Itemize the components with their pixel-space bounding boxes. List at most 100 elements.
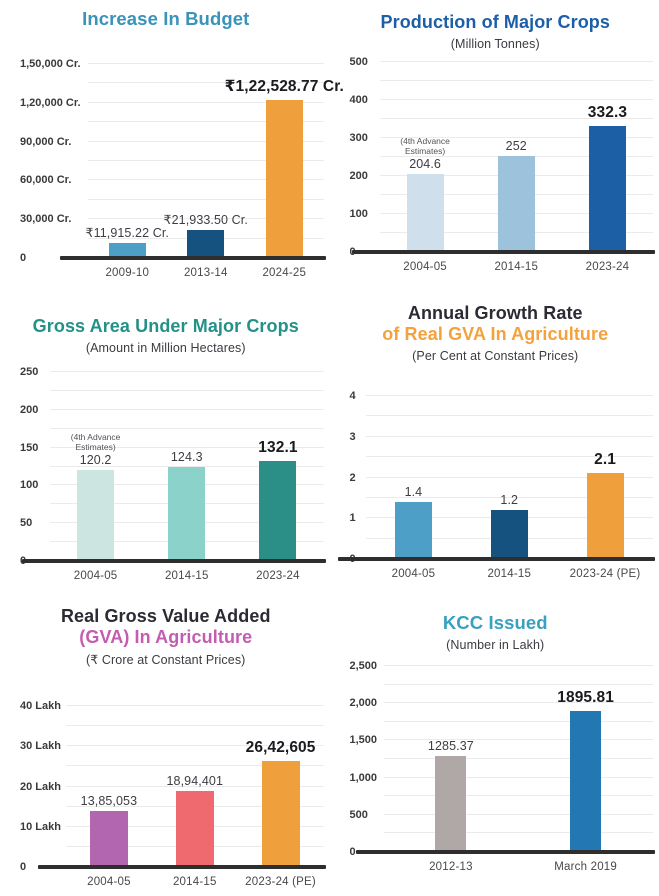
y-tick-label: 1,500 bbox=[349, 734, 378, 747]
chart-subtitle: (₹ Crore at Constant Prices) bbox=[86, 653, 246, 668]
chart-head: Real Gross Value Added (GVA) In Agricultu… bbox=[8, 596, 324, 706]
chart-title-line: KCC Issued bbox=[442, 612, 548, 633]
bars: 1.4 1.2 2.1 bbox=[366, 396, 654, 559]
y-tick-label: 60,000 Cr. bbox=[20, 174, 72, 187]
x-axis-line bbox=[337, 557, 655, 561]
y-tick-label: 0 bbox=[20, 252, 27, 264]
y-tick-label: 10 Lakh bbox=[20, 820, 61, 833]
gridline bbox=[66, 765, 324, 767]
bar bbox=[394, 501, 432, 559]
bar-group: 332.3 bbox=[562, 62, 653, 252]
gridline bbox=[383, 776, 653, 778]
bars: ₹11,915.22 Cr. ₹21,933.50 Cr. ₹1,22,528.77… bbox=[85, 64, 344, 258]
bar-value-label: 120.2 bbox=[79, 453, 112, 468]
gridline bbox=[383, 665, 653, 666]
bar-group: ₹21,933.50 Cr. bbox=[164, 64, 248, 258]
estimate-note: (4th Advance Estimates) bbox=[71, 432, 121, 452]
bar bbox=[175, 790, 214, 867]
y-tick-label: 40 Lakh bbox=[20, 700, 61, 712]
chart-gross-area-under-major-crops: Gross Area Under Major Crops (Amount in M… bbox=[0, 300, 330, 596]
bars: (4th Advance Estimates) 120.2 124.3 132.1 bbox=[50, 372, 324, 561]
gridline bbox=[50, 446, 324, 448]
x-tick-label: 2014-15 bbox=[487, 568, 532, 580]
y-tick-label: 50 bbox=[20, 517, 33, 530]
plot-area: 2,500 2,000 1,500 1,000 500 0 1285.37 1895.81 20… bbox=[338, 660, 655, 873]
x-tick-label: 2023-24 (PE) bbox=[245, 876, 316, 888]
y-tick-label: 90,000 Cr. bbox=[20, 135, 72, 148]
bar bbox=[259, 461, 297, 561]
plot-area: 5004003002001000(4th AdvanceEstimates)20… bbox=[338, 56, 655, 273]
y-tick-label: 4 bbox=[349, 390, 356, 402]
bar bbox=[168, 467, 206, 561]
bar-value-label: 1.2 bbox=[500, 493, 519, 508]
gridline bbox=[88, 82, 324, 84]
y-tick-label: 2 bbox=[349, 471, 356, 484]
bar-value-label: 2.1 bbox=[594, 451, 616, 469]
y-tick-label: 20 Lakh bbox=[20, 780, 61, 793]
bar-group: 1285.37 bbox=[384, 666, 519, 852]
bars: 13,85,053 18,94,401 26,42,605 bbox=[66, 706, 324, 867]
y-tick-label: 3 bbox=[349, 430, 356, 443]
chart-kcc-issued: KCC Issued (Number in Lakh) 2,500 2,000 1,50… bbox=[330, 596, 659, 896]
x-tick-label: 2023-24 bbox=[256, 570, 300, 582]
gridline bbox=[88, 160, 324, 161]
bar bbox=[77, 470, 115, 561]
estimate-note: (4th Advance Estimates) bbox=[400, 136, 450, 156]
gridline bbox=[383, 795, 653, 797]
x-axis-labels: 2004-05 2014-15 2023-24 bbox=[50, 561, 324, 582]
bar-group: 2.1 bbox=[557, 396, 653, 559]
gridline bbox=[365, 435, 653, 437]
bar-group: (4th Advance Estimates) 204.6 bbox=[380, 62, 471, 252]
x-axis-labels: 2009-10 2013-14 2024-25 bbox=[88, 258, 324, 279]
chart-head: Increase In Budget bbox=[8, 0, 324, 64]
gridline bbox=[50, 465, 324, 467]
gridline bbox=[50, 427, 324, 429]
bar-value-label: 1895.81 bbox=[557, 688, 614, 706]
x-axis-labels: 2012-13 March 2019 bbox=[384, 852, 654, 873]
bar-value-label: 332.3 bbox=[587, 103, 628, 121]
y-tick-label: 250 bbox=[20, 366, 39, 378]
chart-title-line: Increase In Budget bbox=[82, 8, 250, 29]
gridline bbox=[383, 702, 653, 704]
y-tick-label: 100 bbox=[20, 479, 39, 492]
x-tick-label: 2013-14 bbox=[183, 267, 228, 279]
bar-value-label: ₹11,915.22 Cr. bbox=[85, 225, 169, 240]
chart-title-line: Production of Major Crops bbox=[380, 12, 610, 32]
gridline bbox=[88, 63, 324, 64]
bar bbox=[586, 473, 624, 559]
bar-group: (4th Advance Estimates) 120.2 bbox=[50, 372, 141, 561]
bar-group: 124.3 bbox=[141, 372, 232, 561]
y-tick-label: 400 bbox=[349, 94, 368, 106]
bar-value-label: ₹1,22,528.77 Cr. bbox=[224, 77, 344, 95]
y-tick-label: 1,50,000 Cr. bbox=[20, 58, 81, 70]
bar bbox=[588, 125, 626, 252]
y-tick-label: 500 bbox=[349, 808, 368, 821]
y-tick-label: 200 bbox=[20, 403, 39, 416]
y-tick-label: 1 bbox=[349, 512, 356, 525]
y-tick-label: 500 bbox=[349, 56, 368, 68]
chart-head: Annual Growth Rate of Real GVA In Agricul… bbox=[338, 300, 654, 396]
x-axis-line bbox=[355, 850, 655, 854]
gridline bbox=[66, 725, 324, 727]
gridline bbox=[365, 395, 653, 396]
gridline bbox=[50, 389, 324, 391]
x-tick-label: 2024-25 bbox=[262, 267, 307, 279]
bar-group: ₹1,22,528.77 Cr. bbox=[225, 64, 344, 258]
bar bbox=[89, 811, 128, 867]
gridline bbox=[66, 745, 324, 747]
bar-group: 1.2 bbox=[461, 396, 557, 559]
plot: 432101.41.22.1 bbox=[337, 390, 655, 565]
gridline bbox=[383, 720, 653, 722]
gridline bbox=[379, 61, 653, 62]
x-tick-label: 2004-05 bbox=[73, 570, 118, 582]
x-axis-labels: 2004-05 2014-15 2023-24 (PE) bbox=[366, 559, 654, 580]
y-tick-label: 30,000 Cr. bbox=[20, 213, 72, 226]
x-tick-label: 2004-05 bbox=[403, 261, 447, 273]
gridline bbox=[66, 785, 324, 787]
gridline bbox=[50, 371, 324, 372]
bar-group: ₹11,915.22 Cr. bbox=[85, 64, 169, 258]
estimate-note-line: (4th Advance bbox=[70, 431, 121, 442]
plot: 5004003002001000(4th AdvanceEstimates)20… bbox=[350, 56, 655, 258]
bar bbox=[406, 174, 444, 252]
